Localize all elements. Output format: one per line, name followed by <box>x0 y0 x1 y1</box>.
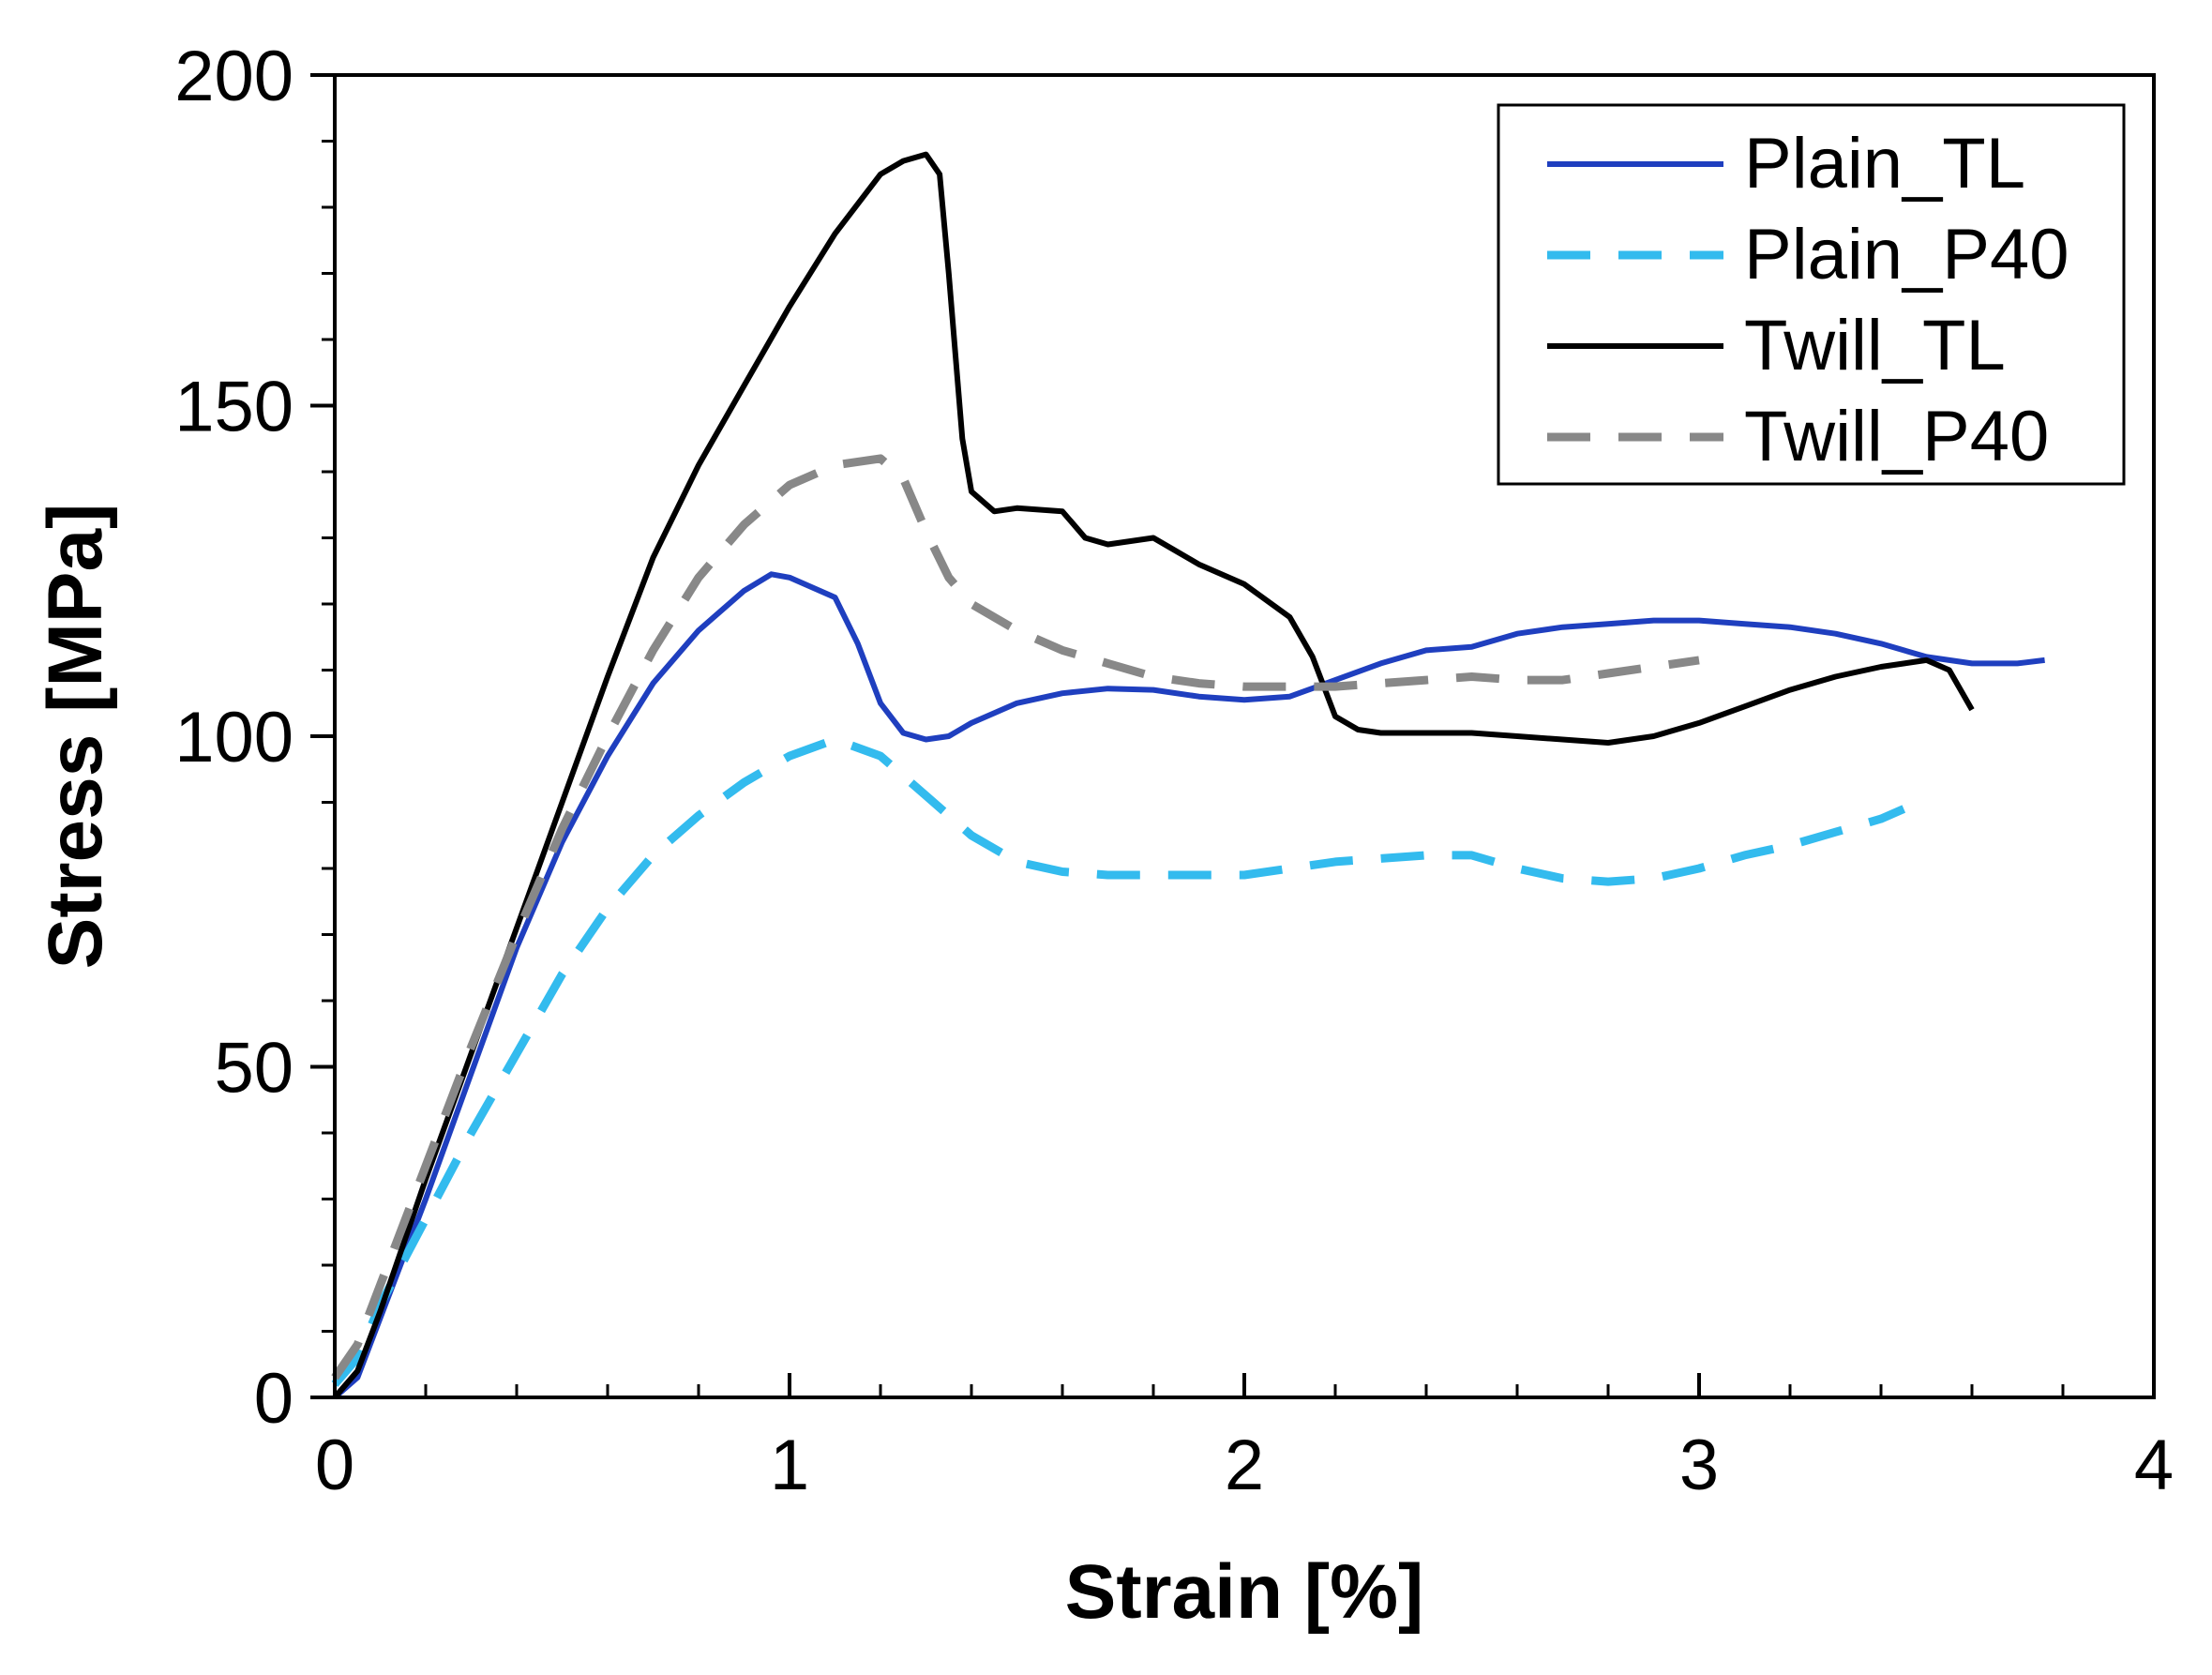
series-line-plain-p40 <box>331 735 1906 1387</box>
x-tick-label: 3 <box>1679 1426 1719 1505</box>
legend-box <box>1497 103 2126 486</box>
series-layer <box>331 151 2045 1400</box>
x-tick-label: 2 <box>1225 1426 1264 1505</box>
x-tick-label: 4 <box>2134 1426 2174 1505</box>
series-line-twill-tl <box>332 151 1975 1399</box>
legend-label-twill-p40: Twill_P40 <box>1744 397 2049 476</box>
series-line-twill-p40 <box>331 454 1700 1381</box>
legend-label-plain-p40: Plain_P40 <box>1744 215 2069 294</box>
legend-label-plain-tl: Plain_TL <box>1744 124 2025 204</box>
y-tick-label: 0 <box>254 1359 293 1439</box>
y-tick-label: 50 <box>214 1029 293 1109</box>
y-tick-label: 200 <box>174 37 293 116</box>
plot-frame <box>333 73 2156 1399</box>
y-tick-label: 150 <box>174 368 293 447</box>
legend: Plain_TL Plain_P40 Twill_TL Twill_P40 <box>1497 103 2126 486</box>
y-axis-title: Stress [MPa] <box>33 504 118 970</box>
series-line-plain-tl <box>333 571 2045 1400</box>
y-tick-label: 100 <box>174 698 293 777</box>
x-tick-label: 0 <box>315 1426 354 1505</box>
x-tick-label: 1 <box>770 1426 809 1505</box>
legend-label-twill-tl: Twill_TL <box>1744 306 2006 385</box>
x-axis-title: Strain [%] <box>1065 1549 1424 1635</box>
